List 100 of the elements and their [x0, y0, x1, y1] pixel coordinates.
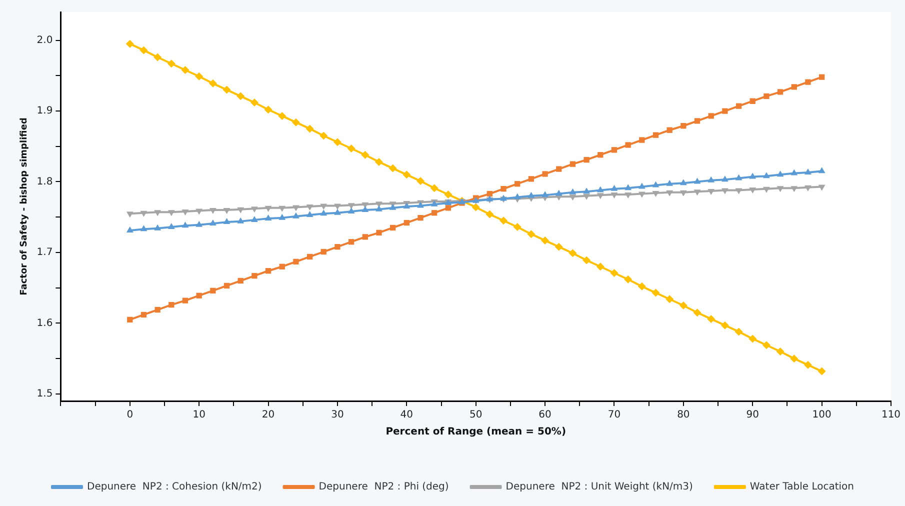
point: [666, 190, 674, 196]
point: [569, 188, 576, 194]
point: [278, 206, 286, 212]
point: [168, 302, 174, 308]
point: [402, 170, 411, 179]
point: [791, 84, 797, 90]
point: [209, 219, 216, 226]
point: [196, 220, 203, 227]
point: [568, 249, 577, 258]
point: [762, 172, 770, 178]
point: [707, 314, 716, 323]
point: [306, 210, 314, 217]
point: [652, 132, 659, 138]
x-tick-label: 70: [608, 410, 621, 421]
point: [404, 220, 410, 226]
point: [694, 190, 701, 196]
point: [818, 184, 826, 191]
point: [347, 144, 356, 153]
point: [584, 156, 590, 163]
point: [182, 209, 189, 216]
point: [777, 89, 784, 95]
point: [694, 178, 701, 184]
point: [666, 180, 674, 186]
point: [570, 161, 576, 167]
point: [582, 256, 591, 264]
point: [333, 138, 342, 146]
point: [624, 192, 632, 198]
point: [762, 186, 770, 193]
point: [292, 118, 300, 126]
x-tick-label: 50: [469, 410, 482, 421]
point: [154, 210, 162, 216]
point: [818, 167, 826, 174]
point: [306, 204, 314, 210]
point: [361, 150, 370, 159]
point: [790, 354, 798, 363]
point: [652, 191, 660, 198]
y-tick-label: 1.7: [36, 247, 53, 258]
point: [418, 214, 424, 221]
x-tick-label: 30: [331, 410, 344, 421]
x-tick-label: 10: [192, 410, 206, 421]
point: [154, 306, 160, 313]
point: [320, 248, 326, 255]
point: [639, 137, 645, 143]
point: [652, 181, 660, 188]
point: [250, 98, 258, 107]
point: [306, 124, 314, 133]
point: [720, 321, 729, 330]
point: [223, 208, 230, 214]
x-tick-label: 80: [677, 410, 690, 421]
point: [472, 203, 480, 212]
point: [528, 192, 535, 198]
legend-label: Depunere NP2 : Unit Weight (kN/m3): [506, 482, 694, 493]
point: [224, 282, 230, 289]
point: [334, 204, 341, 210]
point: [252, 272, 258, 279]
point: [749, 172, 756, 179]
point: [320, 132, 328, 140]
point: [127, 316, 133, 322]
y-tick-label: 1.9: [36, 106, 53, 117]
point: [293, 258, 299, 264]
point: [680, 179, 687, 186]
point: [542, 171, 548, 177]
point: [598, 152, 604, 158]
point: [805, 79, 811, 85]
point: [624, 184, 632, 190]
point: [209, 208, 216, 214]
point: [265, 268, 272, 274]
point: [610, 192, 618, 198]
point: [749, 188, 756, 194]
point: [182, 222, 189, 228]
point: [334, 244, 340, 250]
point: [624, 275, 632, 284]
point: [679, 302, 688, 310]
point: [320, 210, 328, 216]
point: [596, 262, 604, 271]
point: [680, 190, 687, 196]
point: [748, 334, 757, 343]
point: [722, 108, 728, 114]
point: [666, 127, 672, 133]
point: [555, 190, 562, 196]
point: [168, 223, 175, 230]
point: [625, 142, 631, 148]
point: [528, 176, 534, 182]
point: [583, 188, 590, 194]
point: [348, 207, 355, 214]
legend-label: Depunere NP2 : Cohesion (kN/m2): [87, 482, 262, 493]
point: [264, 106, 272, 114]
point: [500, 186, 506, 192]
point: [444, 190, 452, 198]
point: [486, 190, 493, 197]
point: [279, 264, 285, 270]
point: [735, 188, 742, 194]
point: [638, 192, 646, 198]
point: [736, 103, 742, 109]
point: [168, 210, 175, 216]
point: [264, 214, 272, 221]
point: [362, 206, 369, 212]
point: [278, 112, 286, 120]
y-tick-label: 1.5: [36, 388, 53, 400]
point: [514, 181, 520, 187]
